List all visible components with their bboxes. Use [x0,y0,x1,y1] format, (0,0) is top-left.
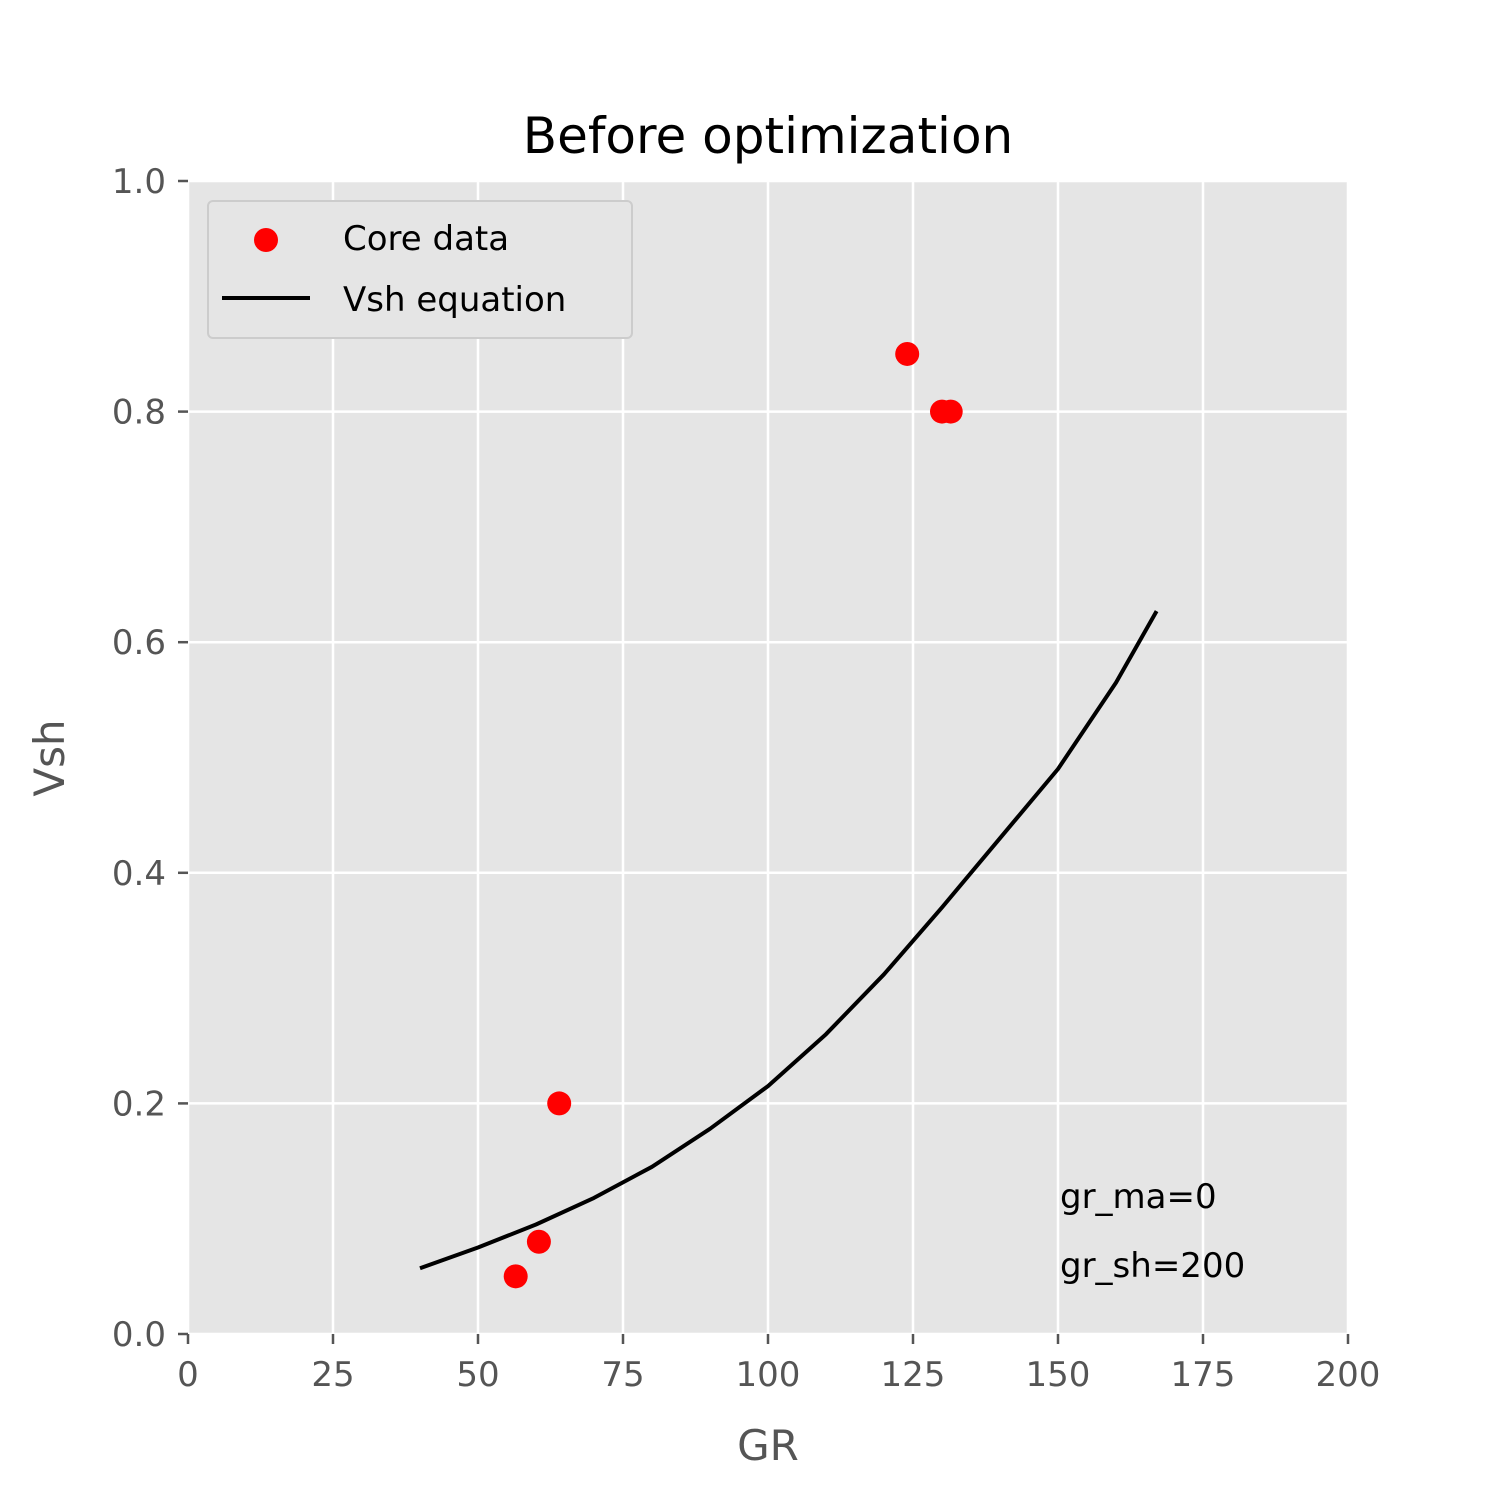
x-tick-label: 25 [311,1355,354,1395]
legend-marker-core-data [254,228,278,252]
core-data-point [547,1091,572,1116]
x-tick-label: 150 [1026,1355,1091,1395]
y-tick-label: 0.2 [112,1084,166,1124]
core-data-point [503,1264,528,1289]
legend-box [207,200,633,339]
series-layer [419,341,1159,1289]
x-tick-label: 175 [1171,1355,1236,1395]
annotation-gr-sh: gr_sh=200 [1060,1246,1245,1286]
x-tick-label: 75 [601,1355,644,1395]
x-tick-label: 100 [736,1355,801,1395]
x-axis-label: GR [737,1421,799,1470]
legend: Core data Vsh equation [207,200,633,339]
x-tick-label: 125 [881,1355,946,1395]
grid [186,179,1350,1336]
ticks: 0 25 50 75 100 125 150 175 200 0.0 0.2 0.4 0.6 0.8 1.0 [112,162,1381,1395]
y-tick-label: 0.4 [112,854,166,894]
core-data-point [526,1229,551,1254]
y-tick-label: 0.0 [112,1315,166,1355]
legend-label-vsh-equation: Vsh equation [343,280,566,320]
y-axis-label: Vsh [25,719,74,796]
core-data-point [938,399,963,424]
x-tick-label: 50 [456,1355,499,1395]
vsh-equation-line [419,610,1159,1271]
annotation-gr-ma: gr_ma=0 [1060,1177,1217,1217]
x-tick-label: 200 [1316,1355,1381,1395]
core-data-point [895,341,920,366]
y-tick-label: 0.8 [112,393,166,433]
x-tick-label: 0 [177,1355,199,1395]
chart-title: Before optimization [523,107,1013,165]
y-tick-label: 0.6 [112,623,166,663]
legend-label-core-data: Core data [343,219,509,259]
y-tick-label: 1.0 [112,162,166,202]
